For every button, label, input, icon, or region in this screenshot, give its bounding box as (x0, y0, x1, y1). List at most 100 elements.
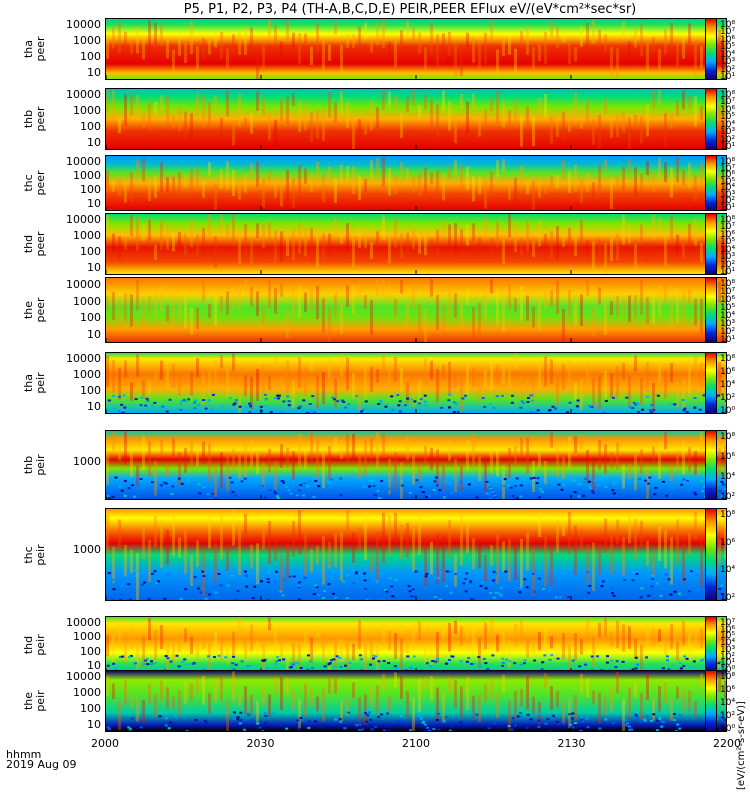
colorbar-tick-label: 10² (720, 711, 736, 721)
colorbar-tick-label: 10² (720, 492, 736, 502)
colorbar-the-peer (705, 277, 717, 343)
ylabel-thc-peer: thc peer (22, 153, 47, 213)
spectrogram-image-tha-peer (106, 19, 726, 79)
colorbar-tick-label: 10⁶ (720, 624, 736, 635)
ytick-label: 1000 (73, 542, 101, 556)
colorbar-tick-label: 10⁶ (720, 685, 736, 695)
ytick-label: 100 (80, 311, 101, 325)
colorbar-tick-label: 10⁵ (720, 176, 736, 187)
ytick-label: 1000 (73, 368, 101, 382)
colorbar-tick-label: 10⁴ (720, 311, 736, 321)
colorbar-tick-label: 10⁷ (720, 618, 736, 628)
ytick-label: 1000 (73, 630, 101, 644)
spectrogram-texture-the-peer (106, 278, 726, 342)
ytick-label: 10000 (66, 277, 101, 291)
spectrogram-fill-the-peer (106, 278, 726, 342)
spectrogram-image-thd-peir (106, 617, 726, 672)
colorbar-tick-label: 10⁷ (720, 287, 736, 297)
colorbar-thd-peir (705, 616, 717, 673)
colorbar-tick-label: 10⁵ (720, 631, 736, 642)
colorbar-tick-label: 10⁷ (720, 163, 736, 174)
colorbar-thd-peer (705, 213, 717, 275)
colorbar-tick-label: 10² (720, 327, 736, 337)
colorbar-tick-label: 10² (720, 593, 736, 603)
spectrogram-fill-thc-peir (106, 509, 726, 600)
colorbar-tick-label: 10⁵ (720, 42, 736, 53)
colorbar-tick-label: 10⁸ (720, 157, 736, 167)
ytick-label: 10 (87, 328, 101, 342)
ytick-label: 10000 (66, 213, 101, 227)
colorbar-tha-peir (705, 352, 717, 414)
colorbar-thc-peer (705, 155, 717, 211)
colorbar-tick-label: 10⁰ (720, 406, 736, 416)
colorbar-tick-label: 10⁴ (720, 472, 736, 482)
ylabel-thc-peir: thc peir (22, 525, 47, 585)
ylabel-tha-peir: tha peir (22, 353, 47, 413)
ylabel-line: peer (34, 36, 47, 62)
ytick-label: 10000 (66, 88, 101, 102)
colorbar-tick-label: 10¹ (720, 267, 736, 277)
spectrogram-tha-peir (105, 352, 727, 414)
spectrogram-fill-the-peir (106, 671, 726, 731)
spectrogram-thd-peer (105, 213, 727, 275)
colorbar-tick-label: 10⁴ (720, 565, 736, 576)
ytick-label: 1000 (73, 168, 101, 182)
colorbar-tick-label: 10⁸ (720, 672, 736, 682)
ylabel-line: peir (34, 633, 47, 656)
colorbar-thc-peir (705, 508, 717, 601)
xaxis-info-0: hhmm (6, 748, 42, 761)
spectrogram-image-thb-peir (106, 431, 726, 499)
ytick-label: 100 (80, 183, 101, 197)
spectrogram-fill-thb-peir (106, 431, 726, 499)
colorbar-tick-label: 10⁸ (720, 215, 736, 225)
spectrogram-image-tha-peir (106, 353, 726, 413)
spectrogram-image-thb-peer (106, 89, 726, 149)
xtick-label: 2000 (91, 737, 119, 750)
spectrogram-texture-thd-peir (106, 617, 726, 672)
colorbar-tick-label: 10³ (720, 189, 736, 200)
xtick-label: 2130 (557, 737, 586, 750)
colorbar-tick-label: 10⁴ (720, 119, 736, 130)
colorbar-tick-label: 10⁸ (720, 354, 736, 364)
ytick-label: 100 (80, 383, 101, 397)
ytick-label: 10 (87, 135, 101, 149)
colorbar-tick-label: 10⁸ (720, 510, 736, 520)
colorbar-tick-label: 10⁷ (720, 222, 736, 233)
ytick-label: 10 (87, 399, 101, 413)
ylabel-thd-peer: thd peer (22, 214, 47, 274)
ytick-label: 10 (87, 260, 101, 274)
ytick-label: 1000 (73, 454, 101, 468)
spectrogram-fill-thd-peer (106, 214, 726, 274)
spectrogram-image-the-peir (106, 671, 726, 731)
colorbar-tick-label: 10³ (720, 127, 736, 138)
xtick-label: 2100 (402, 737, 430, 750)
colorbar-tick-label: 10⁶ (720, 34, 736, 45)
ylabel-line: peer (34, 231, 47, 257)
colorbar-thb-peer (705, 88, 717, 150)
spectrogram-texture-tha-peir (106, 353, 726, 413)
spectrogram-fill-tha-peir (106, 353, 726, 413)
ytick-label: 100 (80, 244, 101, 258)
ylabel-line: peer (34, 297, 47, 323)
ytick-label: 10 (87, 717, 101, 731)
ytick-label: 1000 (73, 294, 101, 308)
spectrogram-thd-peir (105, 616, 727, 673)
colorbar-tick-label: 10² (720, 651, 736, 662)
colorbar-tick-label: 10⁰ (720, 665, 736, 675)
ytick-label: 10 (87, 659, 101, 673)
spectrogram-thb-peer (105, 88, 727, 150)
ytick-label: 1000 (73, 686, 101, 700)
colorbar-tick-label: 10⁵ (720, 303, 736, 313)
ytick-label: 10000 (66, 615, 101, 629)
colorbar-tick-label: 10⁵ (720, 237, 736, 248)
colorbar-tick-label: 10³ (720, 57, 736, 68)
colorbar-tick-label: 10³ (720, 319, 736, 329)
ytick-label: 10000 (66, 352, 101, 366)
xtick-label: 2030 (246, 737, 275, 750)
ylabel-tha-peer: tha peer (22, 19, 47, 79)
ytick-label: 10000 (66, 154, 101, 168)
ylabel-thd-peir: thd peir (22, 615, 47, 675)
colorbar-tick-label: 10⁴ (720, 698, 736, 708)
colorbar-tick-label: 10⁸ (720, 20, 736, 30)
spectrogram-image-thd-peer (106, 214, 726, 274)
